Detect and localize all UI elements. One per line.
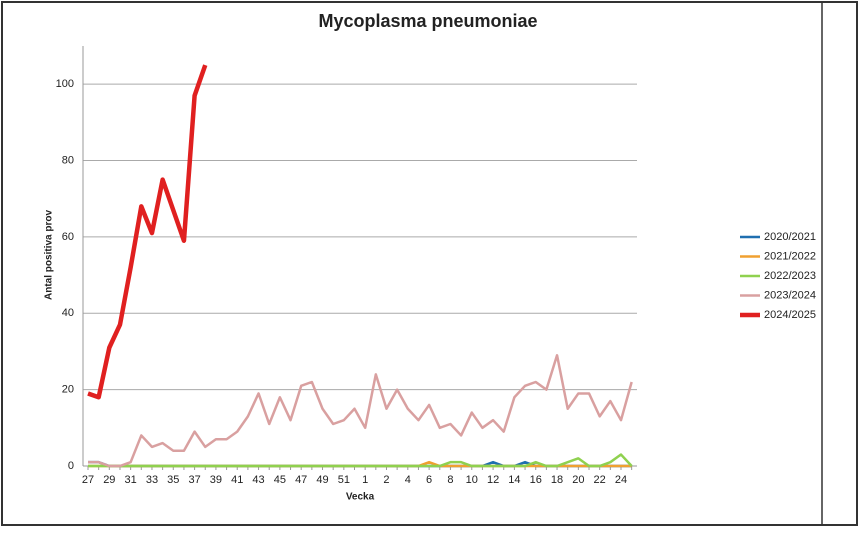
y-tick-label: 0 (68, 460, 74, 472)
x-tick-label: 1 (362, 474, 368, 486)
x-tick-label: 49 (316, 474, 328, 486)
y-tick-label: 40 (62, 307, 74, 319)
x-tick-label: 6 (426, 474, 432, 486)
x-tick-label: 35 (167, 474, 179, 486)
legend-label: 2021/2022 (764, 250, 816, 262)
y-tick-label: 100 (56, 78, 74, 90)
series-line (88, 354, 633, 468)
x-tick-label: 33 (146, 474, 158, 486)
x-tick-label: 37 (188, 474, 200, 486)
legend-label: 2024/2025 (764, 309, 816, 321)
x-tick-label: 2 (383, 474, 389, 486)
x-tick-label: 43 (252, 474, 264, 486)
x-tick-label: 27 (82, 474, 94, 486)
x-tick-label: 8 (447, 474, 453, 486)
x-tick-label: 10 (466, 474, 478, 486)
series-line (88, 453, 633, 468)
x-tick-label: 16 (530, 474, 542, 486)
chart-title: Mycoplasma pneumoniae (318, 11, 537, 31)
x-tick-label: 29 (103, 474, 115, 486)
y-tick-label: 60 (62, 231, 74, 243)
x-tick-label: 39 (210, 474, 222, 486)
x-tick-label: 47 (295, 474, 307, 486)
legend-label: 2023/2024 (764, 289, 816, 301)
x-tick-label: 51 (338, 474, 350, 486)
x-tick-label: 20 (572, 474, 584, 486)
x-tick-label: 22 (594, 474, 606, 486)
legend-label: 2022/2023 (764, 270, 816, 282)
x-tick-label: 24 (615, 474, 627, 486)
x-tick-label: 41 (231, 474, 243, 486)
x-tick-label: 4 (405, 474, 411, 486)
x-tick-label: 14 (508, 474, 520, 486)
x-tick-label: 45 (274, 474, 286, 486)
legend-label: 2020/2021 (764, 231, 816, 243)
x-axis-label: Vecka (346, 492, 375, 503)
y-tick-label: 20 (62, 384, 74, 396)
series-line (87, 64, 208, 400)
x-tick-label: 31 (125, 474, 137, 486)
y-axis-label: Antal positiva prov (44, 210, 55, 300)
x-tick-label: 18 (551, 474, 563, 486)
y-tick-label: 80 (62, 154, 74, 166)
x-tick-label: 12 (487, 474, 499, 486)
